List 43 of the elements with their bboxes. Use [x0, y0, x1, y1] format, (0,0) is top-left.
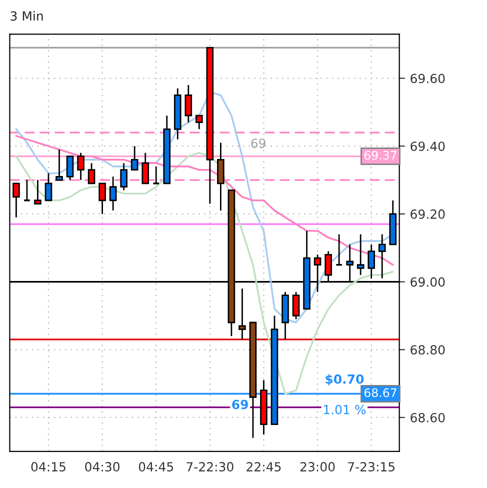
- x-tick-label: 04:15: [31, 462, 66, 472]
- candlestick: [66, 156, 74, 181]
- y-tick-label: 69.40: [410, 142, 445, 152]
- candlestick: [44, 172, 52, 202]
- x-tick-label: 04:30: [85, 462, 120, 472]
- candlestick: [109, 176, 117, 212]
- candlestick: [98, 182, 106, 215]
- x-tick-label: 22:45: [246, 462, 281, 472]
- annotation: 1.01 %: [324, 404, 366, 414]
- candlestick: [130, 145, 138, 171]
- candlestick: [335, 234, 343, 266]
- candlestick: [142, 152, 149, 184]
- candlestick: [120, 162, 128, 191]
- candlestick: [88, 162, 96, 184]
- annotation: 69: [251, 138, 266, 148]
- x-tick-label: 7-23:15: [348, 462, 395, 472]
- candlestick: [378, 234, 386, 280]
- candlestick: [356, 234, 364, 276]
- x-tick-label: 7-22:30: [186, 462, 234, 472]
- candlestick: [196, 114, 203, 130]
- candlestick: [12, 182, 20, 218]
- annotation: $0.70: [326, 374, 364, 386]
- y-tick-label: 68.80: [410, 345, 445, 355]
- y-tick-label: 68.60: [410, 412, 445, 422]
- candlestick: [238, 288, 246, 340]
- candlestick: [56, 148, 63, 181]
- y-tick-label: 69.00: [410, 277, 445, 287]
- chart-title: 3 Min: [10, 11, 43, 21]
- candlestick: [292, 291, 300, 320]
- x-tick-label: 23:00: [300, 462, 335, 472]
- candlestick: [217, 142, 224, 212]
- x-tick-label: 04:45: [138, 462, 174, 472]
- ref-line-label: 69.37: [364, 150, 396, 160]
- y-tick-label: 69.20: [410, 209, 445, 219]
- candlestick: [368, 244, 376, 280]
- candlestick: [77, 152, 84, 181]
- candlestick: [23, 179, 31, 202]
- y-tick-label: 69.60: [410, 74, 445, 84]
- candlestick: [152, 166, 160, 184]
- annotation: 69: [232, 400, 248, 410]
- ref-line-label: 68.67: [364, 388, 396, 398]
- candlestick: [34, 179, 42, 204]
- candlestick: [184, 84, 192, 124]
